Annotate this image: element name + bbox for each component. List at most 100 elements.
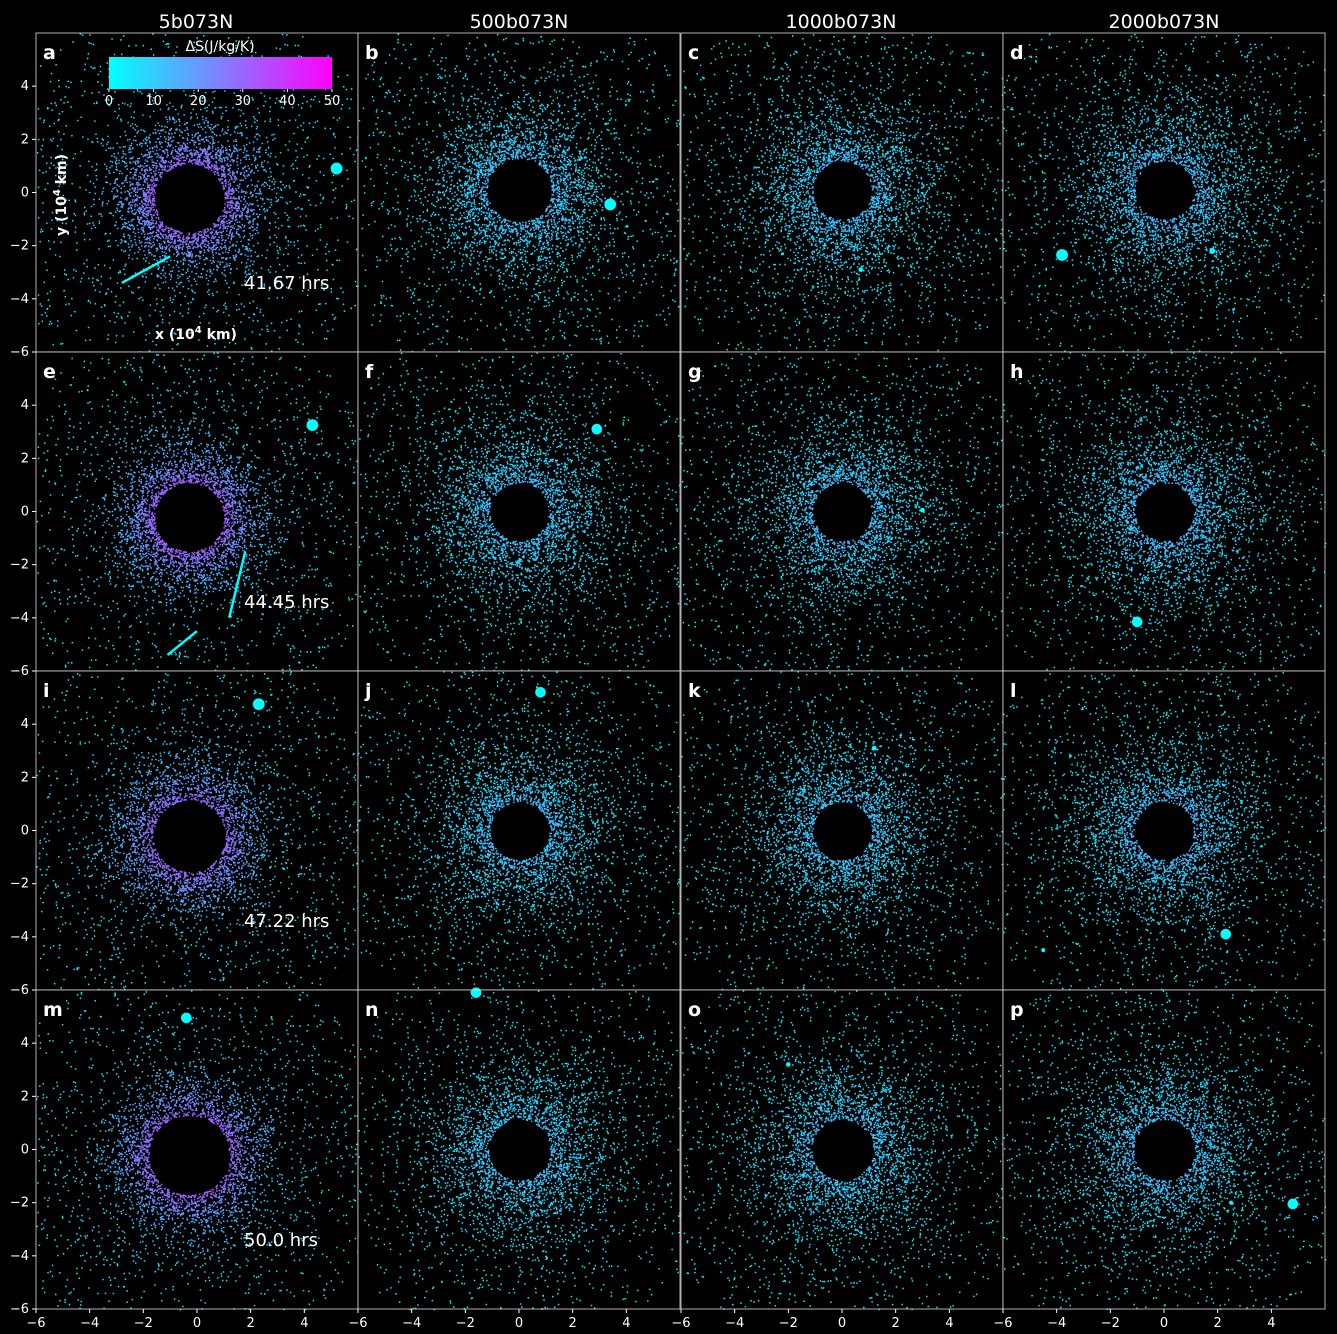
column-title-2: 500b073N (470, 11, 569, 33)
axes-ticks: −6 −4 −2 0 2 4 −6 −4 −2 0 2 4 −6 −4 −2 0 2 4 −6 −4 −2 0 2 4 −6 −4… (10, 79, 1276, 1331)
x-tick-label: 4 (1267, 1316, 1275, 1331)
y-tick-label: −2 (10, 877, 29, 892)
moonlet (1041, 948, 1046, 953)
panel-h: h (1002, 351, 1327, 673)
panel-label: b (365, 42, 379, 64)
colorbar-tick-label: 20 (190, 94, 207, 109)
panel-j: j (357, 670, 682, 991)
panel-background (681, 33, 1003, 352)
debris-stream (121, 255, 171, 284)
particles (120, 450, 262, 586)
particles (802, 1107, 887, 1192)
x-tick-label: −2 (134, 1316, 153, 1331)
panel-label: k (688, 680, 701, 702)
y-tick-label: −4 (10, 1249, 29, 1264)
panel-background (358, 33, 680, 352)
panel-label: h (1010, 361, 1024, 383)
panel-p: p (1002, 989, 1327, 1310)
x-tick-label: −6 (26, 1316, 45, 1331)
moonlet (920, 507, 925, 513)
panel-i: i 47.22 hrs (35, 670, 360, 991)
particles (478, 788, 563, 874)
moonlet (1131, 616, 1143, 628)
panel-background (681, 352, 1003, 671)
panel-label: p (1010, 999, 1024, 1021)
x-tick-label: 2 (569, 1316, 577, 1331)
panel-e: e 44.45 hrs (35, 351, 360, 673)
panel-background (1003, 671, 1325, 990)
x-tick-label: −4 (80, 1316, 99, 1331)
debris-stream (227, 551, 247, 619)
panel-label: g (688, 361, 702, 383)
column-title-1: 5b073N (159, 11, 234, 33)
panel-n: n (357, 987, 681, 1311)
y-tick-label: −2 (10, 558, 29, 573)
particles (739, 1056, 948, 1258)
y-tick-label: −6 (10, 345, 29, 360)
panel-background (681, 990, 1003, 1309)
debris-stream (166, 630, 198, 657)
x-tick-label: −2 (779, 1316, 798, 1331)
particles (421, 1048, 619, 1252)
y-tick-label: −2 (10, 239, 29, 254)
panel-grid: a 41.67 hrs b c d e 44.45 hrs f g h i 47.22 hrs j k l m… (35, 32, 1327, 1311)
panel-f: f (357, 351, 682, 673)
x-tick-label: 2 (247, 1316, 255, 1331)
y-tick-label: 2 (21, 132, 29, 147)
x-tick-label: 0 (515, 1316, 523, 1331)
particles (683, 34, 1004, 354)
time-label: 41.67 hrs (244, 273, 329, 294)
particles (798, 147, 886, 232)
x-tick-label: −4 (1047, 1316, 1066, 1331)
colorbar-tick-label: 10 (145, 94, 162, 109)
x-tick-label: 0 (838, 1316, 846, 1331)
y-tick-label: −4 (10, 292, 29, 307)
panel-g: g (680, 351, 1005, 672)
moonlet (1229, 1200, 1234, 1205)
x-tick-label: 2 (892, 1316, 900, 1331)
moonlet (470, 987, 482, 998)
moonlet (306, 419, 319, 432)
x-tick-label: 0 (193, 1316, 201, 1331)
y-tick-label: −6 (10, 1302, 29, 1317)
panel-background (358, 352, 680, 671)
particles (358, 990, 681, 1311)
x-tick-label: −6 (671, 1316, 690, 1331)
particles (1118, 785, 1209, 874)
y-tick-label: −4 (10, 611, 29, 626)
panel-label: m (43, 999, 63, 1021)
panel-label: o (688, 999, 701, 1021)
x-tick-label: 0 (1160, 1316, 1168, 1331)
x-tick-label: 4 (945, 1316, 953, 1331)
panel-label: a (43, 42, 56, 64)
colorbar-tick-label: 50 (324, 94, 341, 109)
panel-label: f (365, 361, 374, 383)
moonlet (604, 198, 617, 211)
colorbar: ΔS(J/kg/K) 0 10 20 30 40 50 (105, 39, 340, 109)
y-tick-label: −4 (10, 930, 29, 945)
panel-c: c (680, 32, 1004, 354)
x-axis-label: x (104 km) (155, 325, 237, 343)
particles (1064, 1040, 1266, 1247)
panel-label: c (688, 42, 699, 64)
x-tick-label: 4 (300, 1316, 308, 1331)
moonlet (858, 267, 864, 272)
particles (1060, 406, 1262, 609)
panel-d: d (1002, 32, 1326, 354)
y-tick-label: 2 (21, 451, 29, 466)
panel-l: l (1002, 670, 1327, 992)
moonlet (330, 162, 343, 175)
particles (121, 768, 262, 907)
y-axis-label: y (104 km) (52, 154, 70, 236)
particles (424, 97, 621, 292)
colorbar-gradient (109, 57, 332, 89)
panel-background (1003, 352, 1325, 671)
moonlet (1056, 249, 1068, 261)
column-title-3: 1000b073N (786, 11, 897, 33)
particles (424, 732, 612, 936)
panel-label: l (1010, 680, 1017, 702)
particles (754, 93, 943, 287)
panel-m: m 50.0 hrs (35, 989, 360, 1311)
colorbar-tick-label: 40 (279, 94, 296, 109)
